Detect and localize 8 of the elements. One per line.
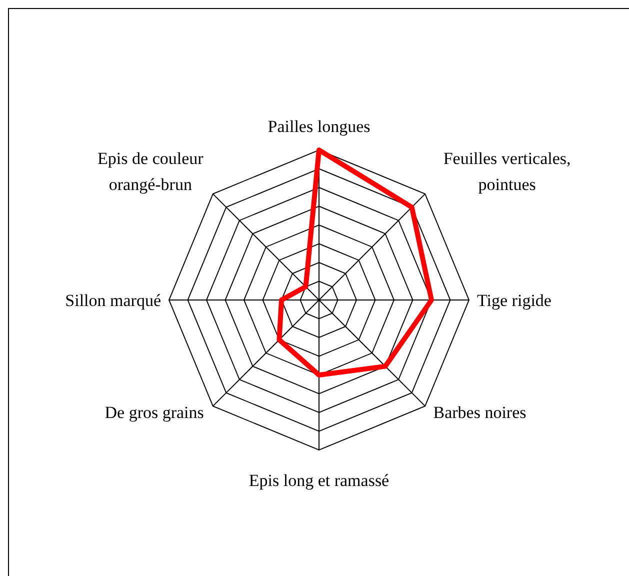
spoke-label: Tige rigide <box>477 291 552 310</box>
spoke-label: Pailles longues <box>268 117 370 136</box>
spoke-label: Feuilles verticales, pointues <box>443 148 571 194</box>
spoke-label: Epis long et ramassé <box>248 471 390 490</box>
spoke-label: Sillon marqué <box>65 291 161 310</box>
spoke-label: Epis de couleur orangé-brun <box>98 148 204 194</box>
spoke-label: Barbes noires <box>433 403 526 422</box>
spoke-label: De gros grains <box>104 403 204 422</box>
